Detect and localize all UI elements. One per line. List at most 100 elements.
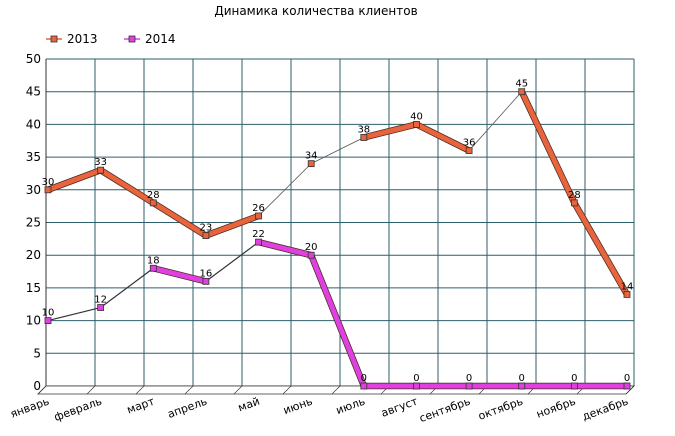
series-2013-point-2 (149, 199, 157, 207)
series-2013-segment-8 (468, 91, 523, 151)
series-2014-point-9 (518, 382, 526, 390)
series-2014-data-label-2: 18 (147, 255, 160, 266)
series-2014-data-label-9: 0 (519, 373, 525, 384)
y-tick-label-1: 5 (33, 346, 41, 360)
x-tick-label-7: август (379, 394, 420, 419)
series-2014-point-1 (97, 304, 105, 311)
series-2013-point-5 (307, 160, 315, 168)
floor-tick-2 (135, 385, 145, 395)
series-2013-data-label-7: 40 (410, 111, 423, 122)
floor-tick-6 (331, 385, 341, 395)
series-2013-point-10 (570, 199, 578, 207)
series-2013-data-label-2: 28 (147, 190, 160, 201)
x-tick-label-5: июнь (281, 395, 314, 418)
series-2013-point-4 (255, 212, 262, 220)
legend: 2013 2014 (46, 32, 176, 46)
series-2014-segment-0 (47, 306, 101, 322)
x-tick-label-8: сентябрь (418, 395, 473, 425)
y-tick-label-10: 50 (26, 52, 41, 66)
series-2013-point-9 (518, 88, 526, 96)
series-2013-segment-5 (311, 137, 364, 164)
series-2014-segment-4 (257, 239, 312, 258)
series-2014-data-label-10: 0 (571, 373, 577, 384)
series-2013: 30 33 28 23 26 34 38 40 36 45 28 14 (42, 79, 633, 298)
series-2013-data-label-8: 36 (463, 138, 476, 149)
series-2013-data-label-0: 30 (42, 177, 55, 188)
legend-marker-2013 (50, 35, 58, 43)
series-2013-segment-10 (572, 201, 630, 296)
series-2013-point-0 (44, 186, 52, 194)
floor-tick-5 (282, 385, 292, 395)
series-2013-segment-9 (519, 90, 577, 204)
series-2014-data-label-6: 0 (361, 373, 367, 384)
series-2014-point-3 (202, 277, 210, 285)
floor-tick-1 (86, 385, 96, 395)
floor-tick-3 (184, 385, 194, 395)
floor-tick-12 (625, 385, 635, 395)
series-2014-segment-5 (308, 254, 367, 387)
y-tick-label-0: 0 (33, 379, 41, 393)
y-tick-label-7: 35 (26, 150, 41, 164)
series-2014-segment-3 (205, 241, 259, 282)
series-2014-point-5 (307, 251, 315, 259)
series-2014-point-7 (413, 382, 420, 390)
series-2014-data-label-4: 22 (252, 229, 265, 240)
series-2013-point-3 (202, 232, 210, 239)
series-2014-segment-1 (100, 267, 154, 309)
series-2013-segment-1 (99, 168, 155, 206)
series-2013-segment-7 (415, 122, 471, 153)
series-2014-segment-2 (152, 265, 207, 284)
series-2013-data-label-4: 26 (252, 203, 265, 214)
series-2014-data-label-8: 0 (466, 373, 472, 384)
series-2014-data-label-5: 20 (305, 242, 318, 253)
series-2013-segment-3 (205, 213, 260, 238)
series-2013-point-1 (97, 166, 105, 174)
legend-item-2014: 2014 (124, 32, 176, 46)
series-2013-point-6 (360, 134, 368, 141)
series-2013-data-label-6: 38 (357, 124, 370, 135)
y-tick-label-4: 20 (26, 248, 41, 262)
x-tick-label-2: март (125, 394, 157, 416)
y-tick-label-5: 25 (26, 216, 41, 230)
series-2013-point-7 (413, 121, 420, 128)
y-tick-label-2: 10 (26, 314, 41, 328)
legend-label-2013: 2013 (67, 32, 98, 46)
series-2013-segment-2 (151, 200, 208, 238)
x-tick-label-9: октябрь (476, 395, 524, 423)
series-2014-point-8 (465, 382, 473, 390)
x-tick-label-1: февраль (52, 395, 103, 424)
x-tick-label-0: январь (9, 395, 52, 421)
floor-tick-4 (233, 385, 243, 395)
y-tick-label-3: 15 (26, 281, 41, 295)
series-2014-point-6 (360, 382, 368, 390)
series-2013-data-label-10: 28 (568, 190, 581, 201)
legend-item-2013: 2013 (46, 32, 98, 46)
plot-area: 0 5 10 15 20 25 30 35 40 45 50 январь февраль март апр… (9, 52, 635, 425)
x-tick-label-10: ноябрь (535, 395, 578, 421)
series-2014-data-label-1: 12 (94, 295, 107, 306)
x-tick-label-3: апрель (166, 395, 209, 421)
series-2014-data-label-0: 10 (42, 308, 55, 319)
series-2014-point-4 (255, 238, 262, 246)
series-2014-data-label-7: 0 (413, 373, 419, 384)
legend-marker-2014 (128, 35, 136, 43)
series-2013-segment-6 (363, 121, 418, 140)
chart-title: Динамика количества клиентов (214, 4, 417, 18)
series-2014: 10 12 18 16 22 20 0 0 0 0 0 0 (42, 229, 631, 390)
series-2014-point-0 (44, 317, 52, 325)
y-tick-label-6: 30 (26, 183, 41, 197)
x-tick-label-6: июль (334, 395, 367, 417)
series-2014-data-label-3: 16 (200, 268, 213, 279)
series-2013-point-11 (623, 291, 631, 298)
legend-label-2014: 2014 (145, 32, 176, 46)
x-tick-label-4: май (236, 395, 261, 415)
x-tick-label-11: декабрь (580, 395, 630, 424)
series-2014-point-2 (149, 264, 157, 272)
series-2013-data-label-5: 34 (305, 151, 318, 162)
series-2014-data-label-11: 0 (624, 373, 630, 384)
series-2013-segment-0 (47, 167, 102, 193)
series-2013-segment-4 (258, 163, 312, 217)
series-2013-data-label-3: 23 (200, 223, 213, 234)
series-2014-point-10 (570, 382, 578, 390)
